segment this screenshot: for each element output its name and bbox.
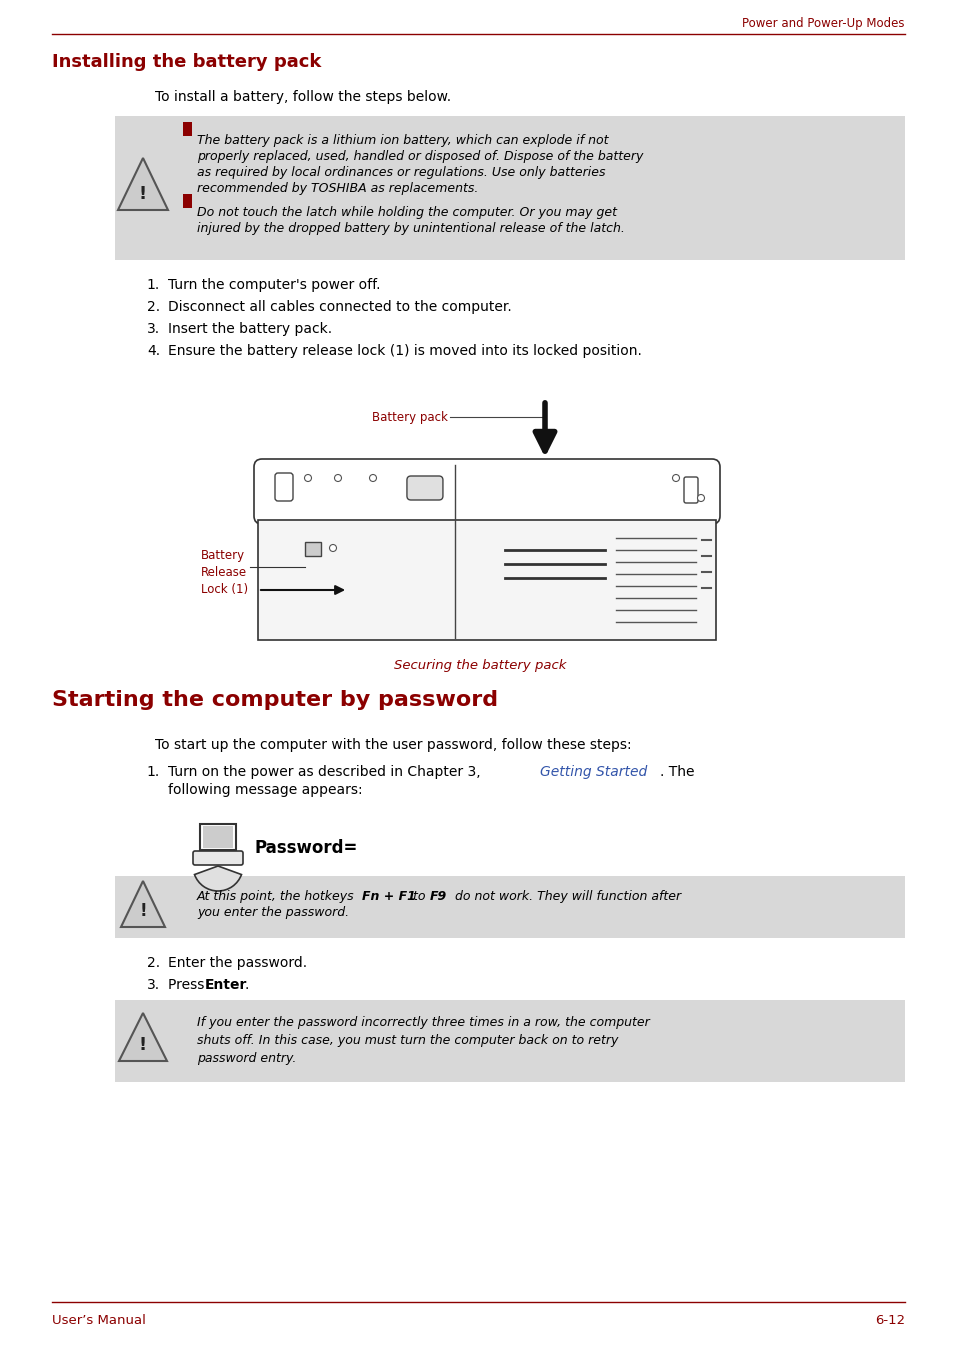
Text: Turn on the power as described in Chapter 3,: Turn on the power as described in Chapte… — [168, 765, 484, 780]
Circle shape — [672, 474, 679, 481]
Text: Turn the computer's power off.: Turn the computer's power off. — [168, 278, 380, 292]
FancyBboxPatch shape — [274, 473, 293, 501]
Text: Battery pack: Battery pack — [372, 411, 448, 423]
Text: Do not touch the latch while holding the computer. Or you may get: Do not touch the latch while holding the… — [196, 205, 617, 219]
FancyBboxPatch shape — [193, 851, 243, 865]
Bar — [257, 520, 716, 640]
Circle shape — [304, 474, 312, 481]
Bar — [183, 195, 192, 208]
Text: do not work. They will function after: do not work. They will function after — [451, 890, 680, 902]
Text: to: to — [409, 890, 429, 902]
Text: To start up the computer with the user password, follow these steps:: To start up the computer with the user p… — [154, 738, 631, 753]
Text: 4.: 4. — [147, 345, 160, 358]
Wedge shape — [194, 866, 241, 892]
Bar — [183, 122, 192, 136]
Text: !: ! — [139, 185, 147, 203]
Text: Disconnect all cables connected to the computer.: Disconnect all cables connected to the c… — [168, 300, 511, 313]
FancyBboxPatch shape — [407, 476, 442, 500]
Text: recommended by TOSHIBA as replacements.: recommended by TOSHIBA as replacements. — [196, 182, 477, 195]
Circle shape — [335, 474, 341, 481]
Polygon shape — [118, 158, 168, 209]
Text: Enter the password.: Enter the password. — [168, 957, 307, 970]
Text: F9: F9 — [430, 890, 447, 902]
Text: Securing the battery pack: Securing the battery pack — [394, 658, 565, 671]
Polygon shape — [121, 881, 165, 927]
Text: properly replaced, used, handled or disposed of. Dispose of the battery: properly replaced, used, handled or disp… — [196, 150, 642, 163]
Text: password entry.: password entry. — [196, 1052, 296, 1065]
Text: Starting the computer by password: Starting the computer by password — [52, 690, 497, 711]
Text: 1.: 1. — [147, 765, 160, 780]
Circle shape — [369, 474, 376, 481]
Text: 3.: 3. — [147, 322, 160, 336]
FancyBboxPatch shape — [683, 477, 698, 503]
Text: Press: Press — [168, 978, 209, 992]
Text: 3.: 3. — [147, 978, 160, 992]
Text: To install a battery, follow the steps below.: To install a battery, follow the steps b… — [154, 91, 451, 104]
Bar — [203, 825, 233, 848]
Text: Installing the battery pack: Installing the battery pack — [52, 53, 321, 72]
Text: Power and Power-Up Modes: Power and Power-Up Modes — [741, 18, 904, 31]
Polygon shape — [119, 1013, 167, 1061]
Text: Fn + F1: Fn + F1 — [361, 890, 416, 902]
Text: shuts off. In this case, you must turn the computer back on to retry: shuts off. In this case, you must turn t… — [196, 1034, 618, 1047]
Text: !: ! — [139, 902, 147, 920]
FancyBboxPatch shape — [200, 824, 235, 850]
Text: At this point, the hotkeys: At this point, the hotkeys — [196, 890, 358, 902]
Bar — [115, 875, 904, 938]
Text: If you enter the password incorrectly three times in a row, the computer: If you enter the password incorrectly th… — [196, 1016, 649, 1029]
Text: you enter the password.: you enter the password. — [196, 907, 349, 919]
Text: User’s Manual: User’s Manual — [52, 1313, 146, 1327]
Text: 1.: 1. — [147, 278, 160, 292]
Bar — [305, 542, 320, 557]
Bar — [115, 116, 904, 259]
Text: 2.: 2. — [147, 300, 160, 313]
Text: 6-12: 6-12 — [874, 1313, 904, 1327]
Circle shape — [329, 544, 336, 551]
Text: following message appears:: following message appears: — [168, 784, 362, 797]
Text: 2.: 2. — [147, 957, 160, 970]
Text: . The: . The — [659, 765, 694, 780]
Text: Battery
Release
Lock (1): Battery Release Lock (1) — [201, 549, 248, 596]
FancyBboxPatch shape — [253, 459, 720, 524]
Text: Getting Started: Getting Started — [539, 765, 646, 780]
Text: The battery pack is a lithium ion battery, which can explode if not: The battery pack is a lithium ion batter… — [196, 134, 608, 147]
Bar — [115, 1000, 904, 1082]
Text: Enter: Enter — [205, 978, 247, 992]
Text: injured by the dropped battery by unintentional release of the latch.: injured by the dropped battery by uninte… — [196, 222, 624, 235]
Text: !: ! — [139, 1036, 147, 1054]
Text: as required by local ordinances or regulations. Use only batteries: as required by local ordinances or regul… — [196, 166, 605, 178]
Text: Password=: Password= — [254, 839, 358, 857]
Text: Ensure the battery release lock (1) is moved into its locked position.: Ensure the battery release lock (1) is m… — [168, 345, 641, 358]
Text: .: . — [245, 978, 249, 992]
Text: Insert the battery pack.: Insert the battery pack. — [168, 322, 332, 336]
Circle shape — [697, 494, 703, 501]
